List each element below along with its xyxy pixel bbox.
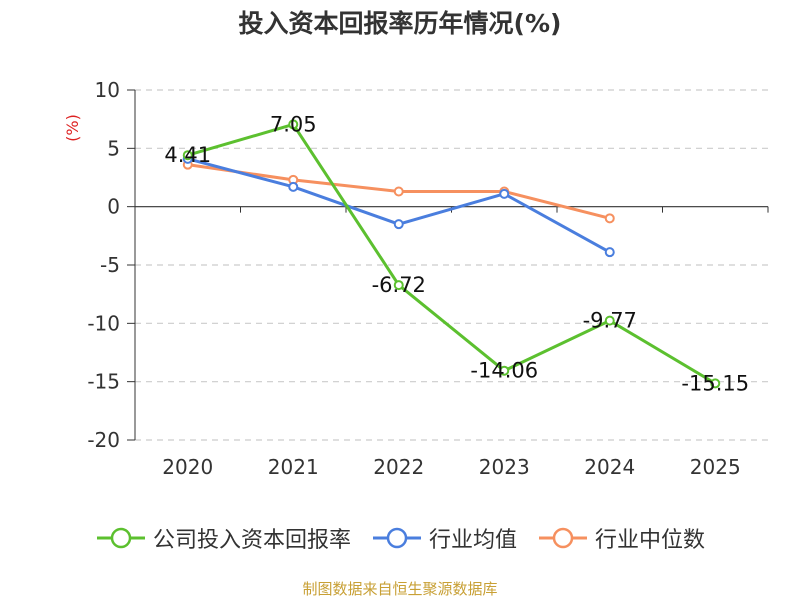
y-tick-label: 10 (95, 78, 120, 102)
legend-item[interactable]: 行业均值 (371, 522, 517, 554)
chart-title: 投入资本回报率历年情况(%) (238, 9, 562, 38)
y-tick-label: 0 (107, 195, 120, 219)
data-point (499, 188, 510, 199)
y-tick-label: 5 (107, 136, 120, 160)
legend-line-icon (372, 527, 421, 549)
y-axis-label: (%) (63, 114, 82, 142)
y-tick-label: -5 (100, 253, 120, 277)
data-point (393, 219, 404, 230)
y-tick-label: -15 (87, 370, 120, 394)
data-label: -9.77 (583, 309, 637, 333)
x-tick-label: 2022 (373, 455, 424, 479)
data-label: -14.06 (470, 359, 538, 383)
data-label: 7.05 (270, 112, 317, 136)
data-point (288, 119, 299, 130)
data-point (393, 186, 404, 197)
data-point (604, 247, 615, 258)
y-tick-label: -10 (87, 311, 120, 335)
data-label: 4.41 (164, 143, 211, 167)
legend-label: 行业均值 (428, 528, 517, 553)
legend-item[interactable]: 公司投入资本回报率 (95, 522, 351, 554)
data-point (499, 365, 510, 376)
data-point (288, 181, 299, 192)
source-note: 制图数据来自恒生聚源数据库 (302, 580, 498, 598)
x-tick-label: 2023 (479, 455, 530, 479)
x-tick-label: 2021 (268, 455, 319, 479)
data-point (604, 315, 615, 326)
x-tick-label: 2025 (690, 455, 741, 479)
legend: 公司投入资本回报率 行业均值 行业中位数 (0, 518, 800, 558)
legend-label: 公司投入资本回报率 (152, 528, 351, 553)
data-point (604, 213, 615, 224)
data-label: -6.72 (372, 273, 426, 297)
x-tick-label: 2020 (162, 455, 213, 479)
series-line (187, 122, 717, 385)
data-point (182, 150, 193, 161)
legend-label: 行业中位数 (595, 528, 706, 553)
x-tick-label: 2024 (584, 455, 635, 479)
legend-line-icon (96, 527, 145, 549)
legend-line-icon (539, 527, 587, 549)
data-label: -15.15 (681, 371, 749, 395)
y-tick-label: -20 (87, 428, 120, 452)
legend-item[interactable]: 行业中位数 (537, 522, 705, 554)
data-point (393, 280, 404, 291)
data-point (710, 378, 721, 389)
